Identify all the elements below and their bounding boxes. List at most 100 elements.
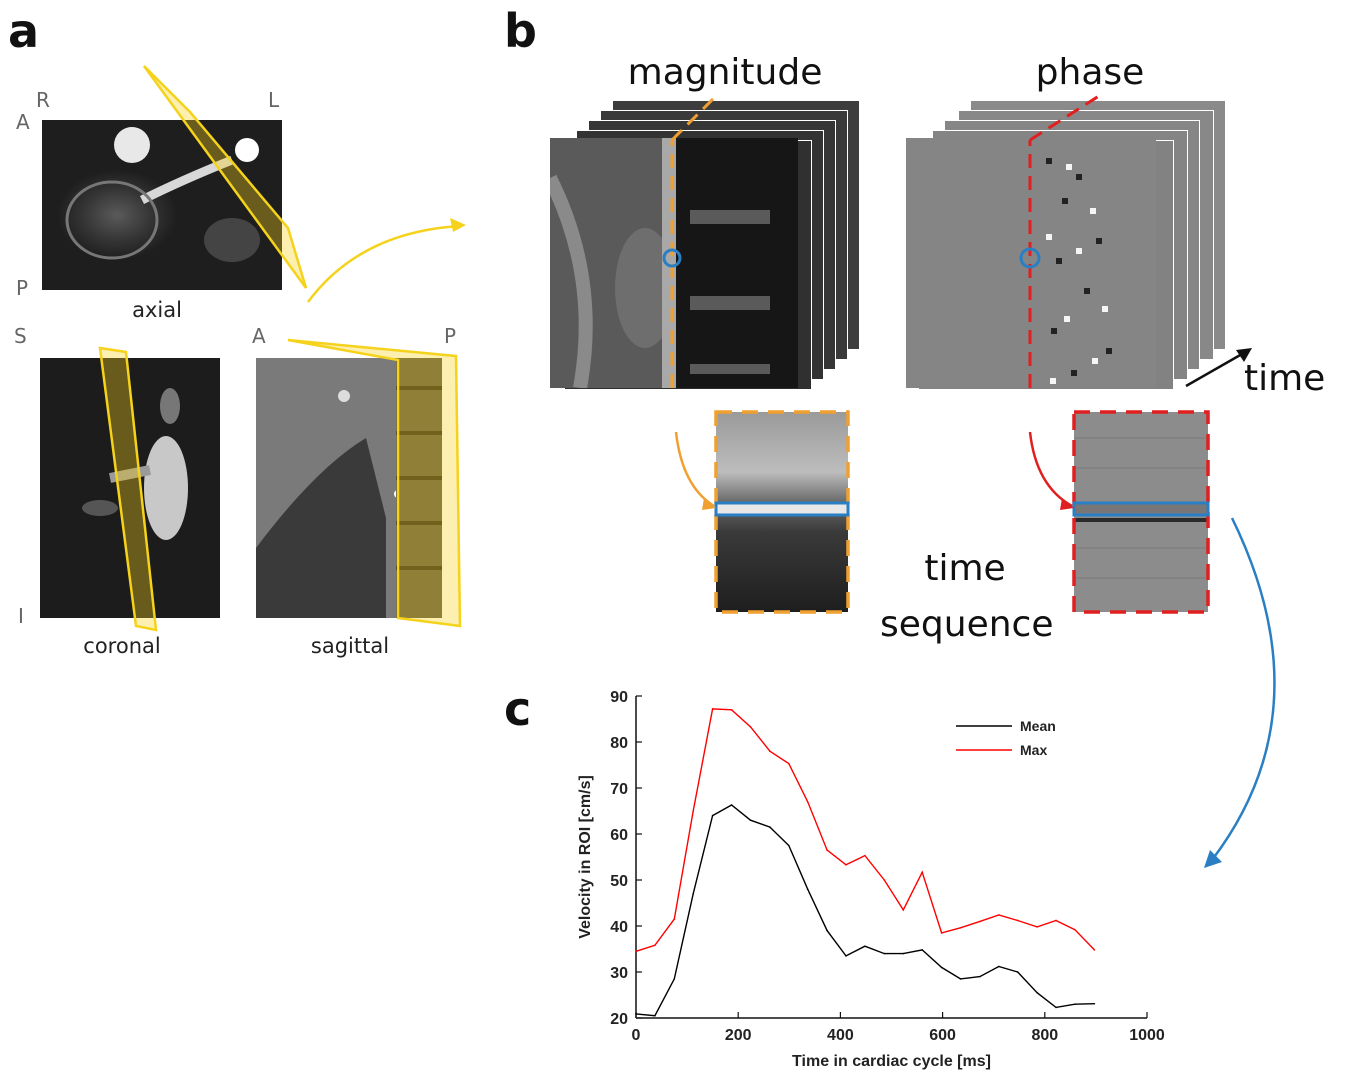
series-line-mean xyxy=(635,804,1095,1017)
x-axis-label: Time in cardiac cycle [ms] xyxy=(792,1053,991,1070)
data-point-mean xyxy=(711,814,714,817)
data-point-max xyxy=(1093,949,1096,951)
x-tick-label: 1000 xyxy=(1129,1027,1165,1044)
phase-noise-pattern xyxy=(1046,158,1112,384)
data-point-mean xyxy=(692,893,695,895)
coronal-anatomy xyxy=(82,388,188,540)
data-point-mean xyxy=(864,945,866,948)
data-point-mean xyxy=(959,978,962,980)
data-point-mean xyxy=(998,965,1000,968)
data-point-mean xyxy=(730,804,733,806)
data-point-mean xyxy=(940,966,943,969)
data-point-mean xyxy=(673,978,676,980)
data-point-max xyxy=(845,864,847,866)
y-tick-label: 90 xyxy=(610,689,628,706)
data-point-mean xyxy=(749,819,752,821)
time-sequence-label-line1: time xyxy=(924,548,1006,589)
y-tick-label: 50 xyxy=(610,873,628,890)
data-point-mean xyxy=(845,955,847,957)
data-point-max xyxy=(902,909,905,911)
orientation-label-posterior-sagittal: P xyxy=(444,324,457,348)
data-point-mean xyxy=(902,952,905,955)
y-tick-label: 40 xyxy=(610,919,628,936)
data-point-mean xyxy=(826,929,828,932)
time-label: time xyxy=(1244,358,1326,399)
x-tick-label: 0 xyxy=(632,1027,641,1044)
data-point-max xyxy=(730,709,733,711)
data-point-max xyxy=(1074,928,1076,931)
y-tick-label: 80 xyxy=(610,735,628,752)
axial-view-label: axial xyxy=(132,298,182,322)
sagittal-anatomy xyxy=(256,358,442,618)
y-tick-label: 60 xyxy=(610,827,628,844)
data-point-max xyxy=(1055,919,1057,922)
phase-time-sequence xyxy=(1028,410,1210,614)
magnitude-front-frame xyxy=(550,138,798,388)
data-point-max xyxy=(1036,926,1038,928)
data-point-mean xyxy=(769,826,771,828)
yellow-curved-arrow-icon xyxy=(306,218,466,303)
data-point-max xyxy=(979,920,981,923)
velocity-chart: 0 200 400 600 800 1000 20 30 40 50 60 70 80 90 Time in… xyxy=(577,689,1165,1070)
data-point-max xyxy=(654,944,656,947)
panel-letter-b: b xyxy=(504,4,537,58)
phase-label: phase xyxy=(1035,52,1145,93)
panel-letter-a: a xyxy=(8,4,40,58)
magnitude-time-sequence xyxy=(674,410,850,614)
y-tick-label: 30 xyxy=(610,965,628,982)
orientation-label-right: R xyxy=(36,88,50,112)
y-axis-label: Velocity in ROI [cm/s] xyxy=(577,775,594,939)
data-point-mean xyxy=(806,888,809,890)
data-point-max xyxy=(921,871,923,873)
orientation-label-left: L xyxy=(268,88,280,112)
data-point-mean xyxy=(1093,1002,1096,1005)
magnitude-slice-line xyxy=(662,92,720,388)
magnitude-anatomy xyxy=(550,138,798,388)
data-point-mean xyxy=(654,1014,656,1017)
sagittal-mri-image xyxy=(256,358,442,618)
sagittal-view-label: sagittal xyxy=(310,634,390,658)
data-point-mean xyxy=(787,844,790,847)
panel-letter-c: c xyxy=(504,682,532,736)
data-point-mean xyxy=(1036,991,1038,994)
data-point-max xyxy=(806,801,809,803)
orientation-label-superior: S xyxy=(14,324,27,348)
phase-slice-line xyxy=(1019,92,1103,388)
data-point-max xyxy=(692,810,695,812)
data-point-max xyxy=(998,914,1000,916)
data-point-mean xyxy=(635,1013,637,1015)
coronal-slice-plane xyxy=(98,346,158,632)
data-point-mean xyxy=(979,975,981,978)
orientation-label-posterior: P xyxy=(16,276,29,300)
orientation-label-anterior: A xyxy=(16,110,30,134)
coronal-view-label: coronal xyxy=(83,634,161,658)
data-point-max xyxy=(769,750,771,752)
x-tick-label: 600 xyxy=(929,1027,956,1044)
sagittal-slice-plane xyxy=(287,338,462,628)
legend-label-mean: Mean xyxy=(1020,718,1056,734)
data-point-max xyxy=(711,708,714,710)
data-point-max xyxy=(749,726,752,728)
data-point-mean xyxy=(921,949,923,951)
x-tick-label: 800 xyxy=(1031,1027,1058,1044)
time-arrow-icon xyxy=(1185,348,1252,388)
data-point-max xyxy=(787,762,790,765)
axial-anatomy xyxy=(65,127,260,262)
data-point-max xyxy=(940,932,943,934)
data-point-mean xyxy=(883,952,886,955)
time-sequence-label-line2: sequence xyxy=(880,604,1054,645)
data-point-max xyxy=(1016,919,1019,922)
data-point-max xyxy=(826,849,828,851)
orientation-label-inferior: I xyxy=(18,604,24,628)
orientation-label-anterior-sagittal: A xyxy=(252,324,266,348)
legend-label-max: Max xyxy=(1020,742,1047,758)
data-point-max xyxy=(959,927,962,929)
x-tick-label: 400 xyxy=(827,1027,854,1044)
data-point-max xyxy=(864,854,866,857)
data-point-max xyxy=(673,918,676,920)
data-point-mean xyxy=(1016,971,1019,973)
data-point-mean xyxy=(1055,1006,1057,1009)
data-point-max xyxy=(883,879,886,881)
axial-mri-image xyxy=(42,120,282,290)
y-tick-label: 70 xyxy=(610,781,628,798)
